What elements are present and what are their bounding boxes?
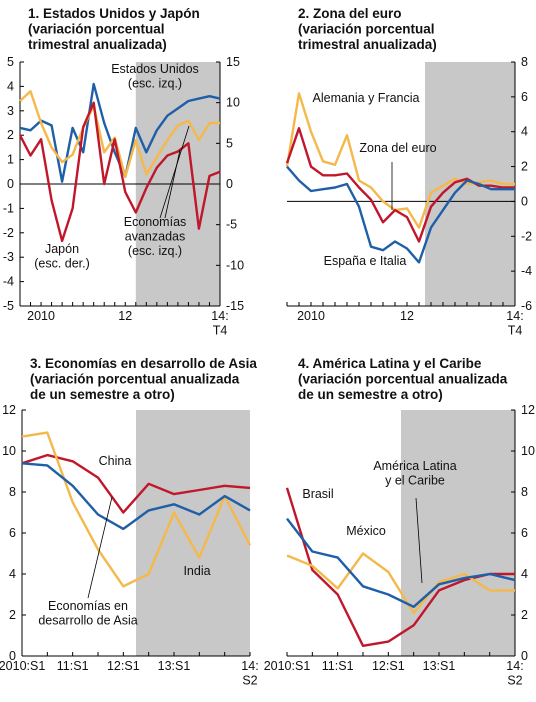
leader-line: [164, 149, 181, 219]
y2-tick-label: 4: [521, 567, 528, 581]
series-label: Japón (esc. der.): [34, 242, 90, 270]
x-tick-label: 14: S2: [241, 659, 258, 687]
y-tick-label: -3: [3, 250, 14, 264]
y-tick-label: 4: [9, 567, 16, 581]
y2-tick-label: -10: [226, 258, 244, 272]
y2-tick-label: 0: [521, 649, 528, 663]
y2-tick-label: -15: [226, 299, 244, 313]
series-label: América Latina y el Caribe: [373, 459, 456, 487]
y-tick-label: 2: [7, 128, 14, 142]
x-tick-label: 12: [118, 309, 132, 323]
y-tick-label: 2: [9, 608, 16, 622]
y2-tick-label: 4: [521, 125, 528, 139]
x-tick-label: 12: [400, 309, 414, 323]
y2-tick-label: 0: [521, 194, 528, 208]
series-label: Alemania y Francia: [313, 91, 420, 105]
series-label: Zona del euro: [359, 141, 436, 155]
y2-tick-label: 2: [521, 160, 528, 174]
chart-title: 3. Economías en desarrollo de Asia (varia…: [30, 356, 257, 402]
x-tick-label: 2010: [297, 309, 325, 323]
series-label: India: [183, 564, 210, 578]
y2-tick-label: 10: [521, 444, 535, 458]
series-line: [21, 462, 251, 531]
y-tick-label: -4: [3, 275, 14, 289]
series-label: Brasil: [302, 487, 333, 501]
y2-tick-label: 5: [226, 136, 233, 150]
series-label: Economías avanzadas (esc. izq.): [124, 215, 187, 258]
y2-tick-label: 6: [521, 90, 528, 104]
series-line: [21, 453, 251, 514]
x-tick-label: 13:S1: [423, 659, 456, 673]
x-tick-label: 14: T4: [506, 309, 523, 337]
y2-tick-label: 2: [521, 608, 528, 622]
shaded-region: [136, 410, 250, 656]
leader-line: [415, 497, 423, 584]
y-tick-label: 6: [9, 526, 16, 540]
series-line: [18, 101, 221, 243]
y-tick-label: 0: [7, 177, 14, 191]
y2-tick-label: -4: [521, 264, 532, 278]
y2-tick-label: 8: [521, 485, 528, 499]
series-label: México: [346, 524, 386, 538]
y2-tick-label: 8: [521, 55, 528, 69]
y2-tick-label: 0: [226, 177, 233, 191]
y2-tick-label: 6: [521, 526, 528, 540]
y2-tick-label: -5: [226, 218, 237, 232]
y-tick-label: 12: [2, 403, 16, 417]
x-tick-label: 2010:S1: [264, 659, 311, 673]
series-line: [286, 552, 515, 615]
y-tick-label: 5: [7, 55, 14, 69]
series-line: [21, 431, 252, 588]
y2-tick-label: 10: [226, 96, 240, 110]
series-label: Economías en desarrollo de Asia: [38, 599, 137, 627]
y2-tick-label: 15: [226, 55, 240, 69]
y-tick-label: 3: [7, 104, 14, 118]
y-tick-label: 1: [7, 153, 14, 167]
x-tick-label: 11:S1: [57, 659, 89, 673]
series-line: [286, 517, 516, 608]
x-tick-label: 12:S1: [372, 659, 405, 673]
x-tick-label: 11:S1: [322, 659, 354, 673]
x-tick-label: 13:S1: [158, 659, 191, 673]
x-tick-label: 2010:S1: [0, 659, 45, 673]
y-tick-label: 10: [2, 444, 16, 458]
x-tick-label: 2010: [27, 309, 55, 323]
x-tick-label: 14: S2: [506, 659, 523, 687]
series-line: [286, 165, 515, 264]
y2-tick-label: 12: [521, 403, 535, 417]
chart-title: 4. América Latina y el Caribe (variación …: [298, 356, 508, 402]
series-label: Estados Unidos (esc. izq.): [111, 62, 199, 90]
series-label: España e Italia: [324, 254, 407, 268]
x-tick-label: 12:S1: [107, 659, 140, 673]
y-tick-label: 4: [7, 79, 14, 93]
y2-tick-label: -6: [521, 299, 532, 313]
y-tick-label: -1: [3, 201, 14, 215]
y-tick-label: -2: [3, 226, 14, 240]
y2-tick-label: -2: [521, 229, 532, 243]
y-tick-label: 8: [9, 485, 16, 499]
leader-line: [87, 496, 113, 599]
chart-title: 1. Estados Unidos y Japón (variación porc…: [28, 6, 200, 52]
series-label: China: [99, 454, 132, 468]
y-tick-label: -5: [3, 299, 14, 313]
series-line: [19, 90, 220, 178]
chart-title: 2. Zona del euro (variación porcentual tri…: [298, 6, 437, 52]
x-tick-label: 14: T4: [211, 309, 228, 337]
leader-line: [159, 125, 190, 219]
y-tick-label: 0: [9, 649, 16, 663]
